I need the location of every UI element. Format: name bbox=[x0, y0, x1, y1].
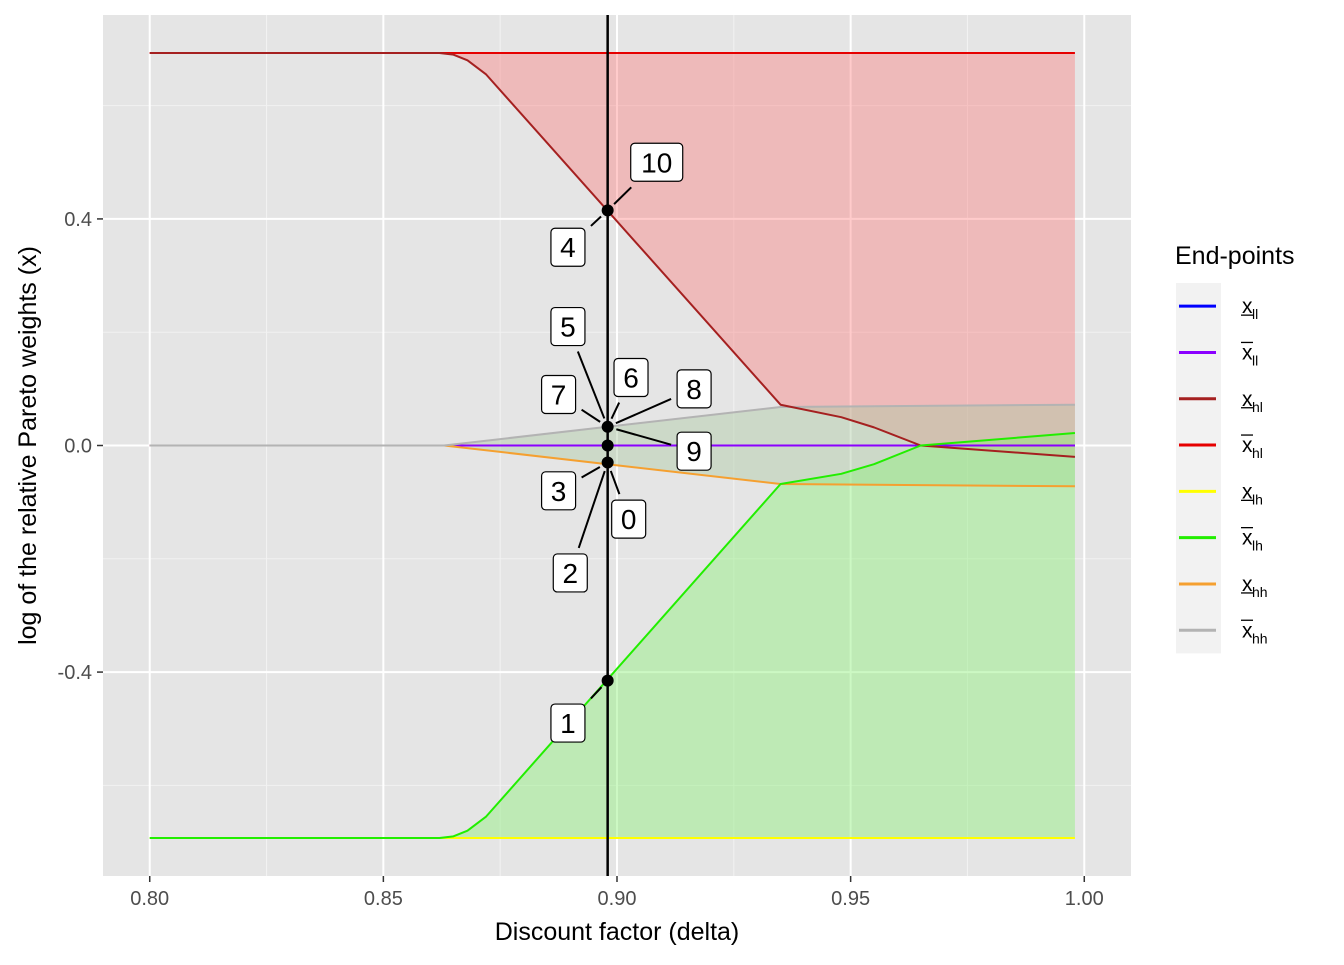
annotation-label-7: 7 bbox=[551, 380, 567, 411]
legend-sub-x_hl_lower: hl bbox=[1252, 399, 1263, 415]
legend-label-x_hh_lower: x bbox=[1242, 573, 1253, 596]
band-hl bbox=[149, 52, 1075, 457]
y-tick-label: 0.0 bbox=[64, 436, 92, 458]
series-line-x_lh_upper bbox=[149, 432, 1076, 840]
data-point bbox=[601, 204, 614, 217]
point-annotations: 10 4 5 6 7 8 9 3 0 2 1 bbox=[540, 142, 712, 743]
axes: Discount factor (delta) log of the relat… bbox=[14, 209, 1104, 946]
annotation-label-8: 8 bbox=[686, 374, 702, 405]
annotation-box-5 bbox=[550, 306, 586, 347]
annotation-label-3: 3 bbox=[551, 476, 567, 507]
legend-sub-x_hl_upper: hl bbox=[1252, 445, 1263, 461]
annotation-leader-3 bbox=[581, 466, 601, 479]
legend-label-x_hh_upper: x bbox=[1242, 619, 1253, 642]
annotation-leader-5 bbox=[576, 351, 606, 419]
annotation-leader-7 bbox=[581, 408, 601, 423]
annotation-box-4 bbox=[550, 227, 586, 267]
legend-label-x_lh_lower: x bbox=[1242, 480, 1253, 503]
annotation-label-9: 9 bbox=[686, 436, 702, 467]
legend-key-background bbox=[1176, 283, 1221, 654]
legend: End-points x llx llx hlx hlx lhx lhx hhx hh bbox=[1175, 242, 1295, 654]
x-tick-label: 0.80 bbox=[130, 888, 169, 910]
annotation-leader-4 bbox=[590, 215, 602, 227]
legend-sub-x_hh_lower: hh bbox=[1252, 584, 1268, 600]
annotation-leader-2 bbox=[577, 470, 606, 549]
legend-sub-x_lh_upper: lh bbox=[1252, 538, 1263, 554]
y-tick-label: -0.4 bbox=[58, 662, 92, 684]
legend-sub-x_lh_lower: lh bbox=[1252, 491, 1263, 507]
annotation-box-2 bbox=[552, 553, 588, 593]
legend-label-x_hl_upper: x bbox=[1242, 434, 1253, 457]
marked-points bbox=[601, 204, 614, 687]
series-line-x_hl_lower bbox=[149, 51, 1076, 458]
annotation-box-0 bbox=[611, 499, 647, 539]
legend-label-x_ll_lower: x bbox=[1242, 295, 1253, 318]
annotation-label-4: 4 bbox=[560, 232, 576, 263]
annotation-box-8 bbox=[676, 369, 712, 409]
annotation-label-0: 0 bbox=[621, 504, 637, 535]
annotation-label-6: 6 bbox=[623, 363, 639, 394]
y-axis-title: log of the relative Pareto weights (x) bbox=[14, 246, 42, 645]
annotation-label-10: 10 bbox=[641, 147, 672, 178]
annotation-label-5: 5 bbox=[560, 312, 576, 343]
legend-sub-x_ll_lower: ll bbox=[1252, 306, 1258, 322]
x-tick-label: 0.95 bbox=[831, 888, 870, 910]
legend-sub-x_hh_upper: hh bbox=[1252, 630, 1268, 646]
legend-label-x_ll_upper: x bbox=[1242, 341, 1253, 364]
data-point bbox=[601, 420, 614, 433]
x-tick-label: 0.85 bbox=[364, 888, 403, 910]
y-tick-label: 0.4 bbox=[64, 209, 92, 231]
legend-title: End-points bbox=[1175, 242, 1295, 270]
legend-sub-x_ll_upper: ll bbox=[1252, 352, 1258, 368]
annotation-box-10 bbox=[630, 142, 684, 182]
annotation-label-1: 1 bbox=[560, 708, 576, 739]
annotation-box-7 bbox=[540, 374, 577, 415]
annotation-box-6 bbox=[613, 357, 649, 398]
band-lh bbox=[149, 433, 1075, 839]
annotation-leader-9 bbox=[616, 428, 672, 446]
legend-label-x_lh_upper: x bbox=[1242, 527, 1253, 550]
annotation-leader-6 bbox=[610, 402, 621, 420]
data-point bbox=[601, 439, 614, 452]
x-axis-title: Discount factor (delta) bbox=[495, 918, 740, 946]
annotation-leader-0 bbox=[609, 470, 621, 495]
legend-label-x_hl_lower: x bbox=[1242, 388, 1253, 411]
annotation-label-2: 2 bbox=[562, 558, 578, 589]
annotation-leader-10 bbox=[613, 186, 632, 205]
x-tick-label: 1.00 bbox=[1065, 888, 1104, 910]
data-point bbox=[601, 456, 614, 469]
annotation-leader-8 bbox=[615, 398, 672, 425]
data-point bbox=[601, 674, 614, 687]
annotation-box-3 bbox=[540, 471, 577, 511]
annotation-box-1 bbox=[550, 703, 586, 743]
annotation-box-9 bbox=[676, 431, 712, 471]
annotation-leader-1 bbox=[590, 686, 603, 700]
x-tick-label: 0.90 bbox=[598, 888, 637, 910]
